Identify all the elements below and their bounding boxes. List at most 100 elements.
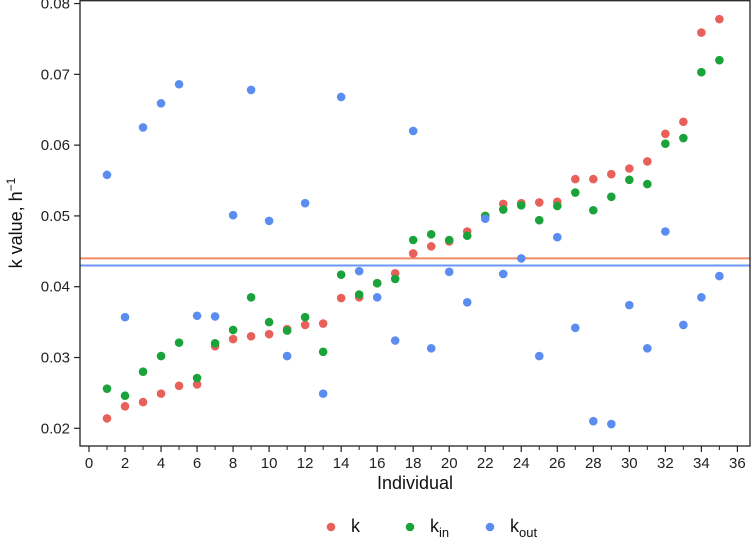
data-point — [715, 14, 724, 24]
data-point — [408, 249, 418, 258]
data-point — [264, 317, 274, 327]
data-point — [372, 278, 382, 288]
data-point — [102, 170, 112, 180]
x-tick-label: 8 — [229, 455, 237, 472]
data-point — [697, 28, 706, 37]
x-tick-label: 14 — [333, 455, 350, 472]
legend-label: k — [351, 516, 361, 536]
data-point — [138, 367, 148, 376]
data-point — [661, 139, 670, 149]
data-point — [390, 336, 400, 345]
x-tick-label: 2 — [121, 455, 129, 472]
data-point — [570, 188, 580, 197]
data-point — [336, 270, 346, 279]
y-tick-label: 0.03 — [41, 350, 70, 367]
y-axis-title-main: k value, h — [6, 191, 26, 268]
data-point — [589, 174, 598, 184]
data-point — [228, 210, 238, 220]
data-point — [643, 157, 652, 166]
plot-panel-border — [79, 0, 751, 447]
legend-item-k: k — [326, 516, 361, 536]
data-point — [156, 351, 166, 361]
data-point — [643, 344, 652, 353]
data-point — [372, 293, 382, 302]
data-point — [336, 293, 346, 303]
x-axis: 0 2 4 6 8 10 12 14 16 18 20 22 24 26 28 30 32 34 36 — [85, 446, 746, 472]
data-point — [300, 198, 310, 208]
data-point — [354, 290, 364, 299]
data-point — [552, 232, 562, 242]
x-tick-label: 12 — [297, 455, 314, 472]
data-point — [444, 235, 454, 245]
data-point — [534, 198, 544, 207]
data-point — [336, 92, 346, 102]
x-tick-label: 24 — [513, 455, 530, 472]
data-point — [570, 323, 580, 333]
legend-key — [485, 522, 495, 532]
data-point — [228, 334, 238, 344]
legend-label: kin — [430, 516, 449, 540]
x-tick-label: 30 — [621, 455, 638, 472]
data-point — [300, 312, 310, 322]
data-point — [120, 402, 130, 411]
data-point — [408, 126, 418, 136]
y-axis-title: k value, h−1 — [4, 177, 26, 268]
data-point — [679, 117, 688, 127]
x-tick-label: 16 — [369, 455, 386, 472]
data-point — [625, 300, 634, 310]
data-point — [300, 320, 310, 330]
data-point — [625, 164, 634, 173]
data-point — [697, 67, 706, 77]
data-point — [498, 205, 508, 214]
y-tick-label: 0.07 — [41, 66, 70, 83]
data-point — [174, 79, 184, 89]
data-point — [102, 384, 112, 393]
data-point — [426, 344, 436, 353]
x-tick-label: 26 — [549, 455, 566, 472]
data-point — [661, 129, 670, 139]
data-point — [625, 175, 634, 185]
legend-key — [326, 522, 336, 532]
data-points — [102, 14, 724, 429]
x-tick-label: 28 — [585, 455, 602, 472]
data-point — [589, 416, 598, 426]
data-point — [679, 133, 688, 143]
y-axis-title-superscript: −1 — [4, 177, 18, 191]
data-point — [246, 293, 256, 302]
x-tick-label: 6 — [193, 455, 201, 472]
x-tick-label: 10 — [261, 455, 278, 472]
data-point — [156, 389, 166, 398]
data-point — [570, 174, 580, 184]
data-point — [318, 319, 328, 328]
data-point — [192, 373, 202, 383]
y-axis: 0.02 0.03 0.04 0.05 0.06 0.07 0.08 — [41, 0, 80, 437]
data-point — [589, 205, 598, 215]
data-point — [282, 326, 292, 335]
y-tick-label: 0.08 — [41, 0, 70, 13]
y-tick-label: 0.06 — [41, 137, 70, 154]
legend-item-k-out: kout — [485, 516, 537, 540]
data-point — [679, 320, 688, 330]
data-point — [715, 55, 724, 65]
data-point — [120, 391, 130, 401]
data-point — [462, 231, 472, 241]
data-point — [607, 419, 616, 429]
legend-label: kout — [510, 516, 537, 540]
x-tick-label: 32 — [657, 455, 674, 472]
data-point — [390, 274, 400, 284]
data-point — [282, 351, 292, 361]
data-point — [661, 227, 670, 236]
data-point — [534, 215, 544, 225]
data-point — [607, 192, 616, 202]
x-tick-label: 36 — [729, 455, 746, 472]
data-point — [210, 312, 220, 321]
data-point — [643, 179, 652, 189]
y-tick-label: 0.04 — [41, 279, 70, 296]
data-point — [138, 397, 148, 407]
series-k — [102, 14, 724, 423]
reference-lines — [80, 257, 750, 267]
data-point — [408, 235, 418, 245]
data-point — [462, 297, 472, 307]
data-point — [480, 214, 490, 224]
data-point — [120, 312, 130, 322]
